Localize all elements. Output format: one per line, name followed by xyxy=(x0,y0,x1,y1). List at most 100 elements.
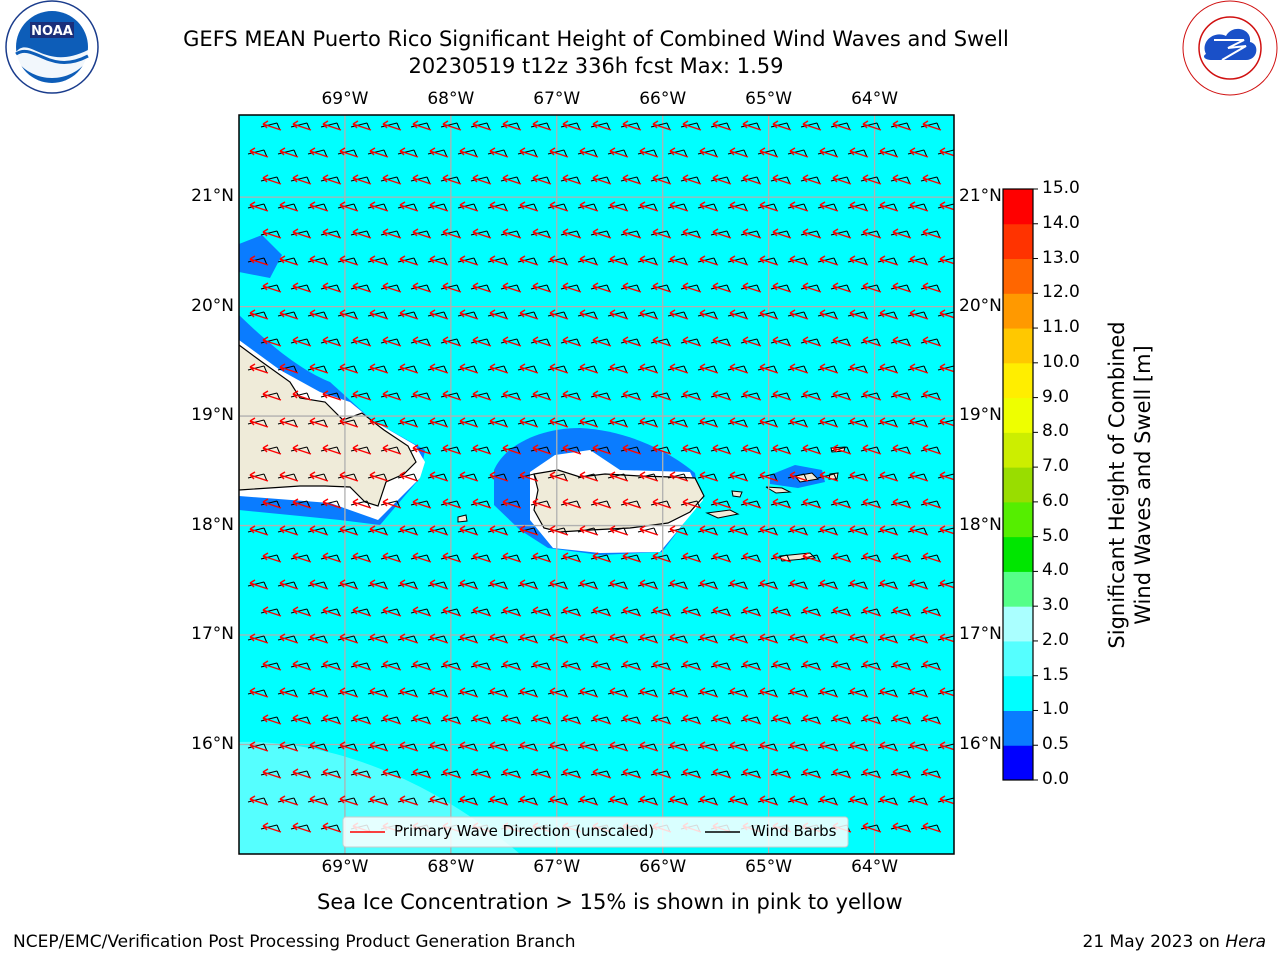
wave-direction-arrow xyxy=(322,714,342,725)
wave-direction-arrow xyxy=(382,714,402,725)
wave-direction-arrow xyxy=(442,714,462,725)
wave-direction-arrow xyxy=(352,282,372,293)
wind-barb xyxy=(727,797,745,803)
wind-barb xyxy=(907,635,925,641)
wind-barb xyxy=(920,824,938,830)
wind-barb xyxy=(470,230,488,236)
wind-barb xyxy=(860,554,878,560)
wave-direction-arrow xyxy=(789,579,809,590)
wave-direction-arrow xyxy=(699,579,719,590)
wind-barb xyxy=(577,365,595,371)
wind-barb xyxy=(920,662,938,668)
wave-direction-arrow xyxy=(562,714,582,725)
wind-barb xyxy=(427,419,445,425)
wave-direction-arrow xyxy=(669,363,689,374)
wave-direction-arrow xyxy=(922,444,942,455)
wave-direction-arrow xyxy=(489,525,509,536)
wind-barb xyxy=(547,797,565,803)
wind-barb xyxy=(427,797,445,803)
wave-direction-arrow xyxy=(519,417,539,428)
wave-direction-arrow xyxy=(382,390,402,401)
wave-direction-arrow xyxy=(442,228,462,239)
longitude-label: 65°W xyxy=(745,857,793,877)
latitude-label: 19°N xyxy=(959,405,1002,426)
wind-barb xyxy=(337,635,355,641)
colorbar-tick-label: 6.0 xyxy=(1042,490,1070,511)
wave-direction-arrow xyxy=(862,660,882,671)
wave-direction-arrow xyxy=(339,741,359,752)
wind-barb xyxy=(487,149,505,155)
wind-barb xyxy=(457,419,475,425)
wave-direction-arrow xyxy=(862,120,882,131)
wind-barb xyxy=(800,716,818,722)
wind-barb xyxy=(397,527,415,533)
wave-direction-arrow xyxy=(759,471,779,482)
longitude-label: 64°W xyxy=(851,89,899,109)
wave-direction-arrow xyxy=(502,282,522,293)
wind-barb xyxy=(890,230,908,236)
wind-barb xyxy=(680,770,698,776)
wave-direction-arrow xyxy=(502,660,522,671)
wind-barb xyxy=(847,635,865,641)
wind-barb xyxy=(817,527,835,533)
wave-direction-arrow xyxy=(249,795,269,806)
wind-barb xyxy=(247,689,265,695)
wind-barb xyxy=(620,716,638,722)
wind-barb xyxy=(260,716,278,722)
wave-direction-arrow xyxy=(652,552,672,563)
wind-barb xyxy=(547,149,565,155)
wind-barb xyxy=(607,527,625,533)
wind-barb xyxy=(560,770,578,776)
wind-barb xyxy=(530,716,548,722)
wind-barb xyxy=(560,500,578,506)
wind-barb xyxy=(740,716,758,722)
wind-barb xyxy=(667,203,685,209)
wave-direction-arrow xyxy=(249,309,269,320)
wave-direction-arrow xyxy=(819,687,839,698)
wave-direction-arrow xyxy=(532,552,552,563)
wind-barb xyxy=(547,473,565,479)
wind-barb xyxy=(247,365,265,371)
wind-barb xyxy=(680,500,698,506)
wind-barb xyxy=(320,446,338,452)
wind-barb xyxy=(277,635,295,641)
wave-direction-arrow xyxy=(262,768,282,779)
wave-direction-arrow xyxy=(789,741,809,752)
wind-barb xyxy=(890,770,908,776)
wave-direction-arrow xyxy=(412,444,432,455)
wave-direction-arrow xyxy=(939,741,954,751)
wind-barb xyxy=(800,392,818,398)
wave-direction-arrow xyxy=(849,147,869,158)
wave-direction-arrow xyxy=(862,498,882,509)
wave-direction-arrow xyxy=(489,633,509,644)
wind-barb xyxy=(457,149,475,155)
wave-direction-arrow xyxy=(802,390,822,401)
wind-barb xyxy=(740,122,758,128)
wind-barb xyxy=(770,608,788,614)
wave-direction-arrow xyxy=(249,201,269,212)
wave-direction-arrow xyxy=(579,525,599,536)
wave-direction-arrow xyxy=(609,579,629,590)
wind-barb xyxy=(500,284,518,290)
wind-barb xyxy=(247,419,265,425)
wave-direction-arrow xyxy=(909,309,929,320)
wind-barb xyxy=(620,176,638,182)
wave-direction-arrow xyxy=(399,579,419,590)
wind-barb xyxy=(337,797,355,803)
wave-direction-arrow xyxy=(832,336,852,347)
wave-direction-arrow xyxy=(879,633,899,644)
wave-direction-arrow xyxy=(922,552,942,563)
wind-barb xyxy=(877,311,895,317)
wave-direction-arrow xyxy=(472,768,492,779)
wind-barb xyxy=(817,473,835,479)
wave-direction-arrow xyxy=(502,714,522,725)
wave-direction-arrow xyxy=(772,714,792,725)
wave-direction-arrow xyxy=(519,147,539,158)
wave-direction-arrow xyxy=(759,795,779,806)
wave-direction-arrow xyxy=(262,606,282,617)
wind-barb xyxy=(517,527,535,533)
wind-barb xyxy=(650,284,668,290)
wind-barb xyxy=(350,284,368,290)
wind-barb xyxy=(637,311,655,317)
wind-barb xyxy=(680,122,698,128)
